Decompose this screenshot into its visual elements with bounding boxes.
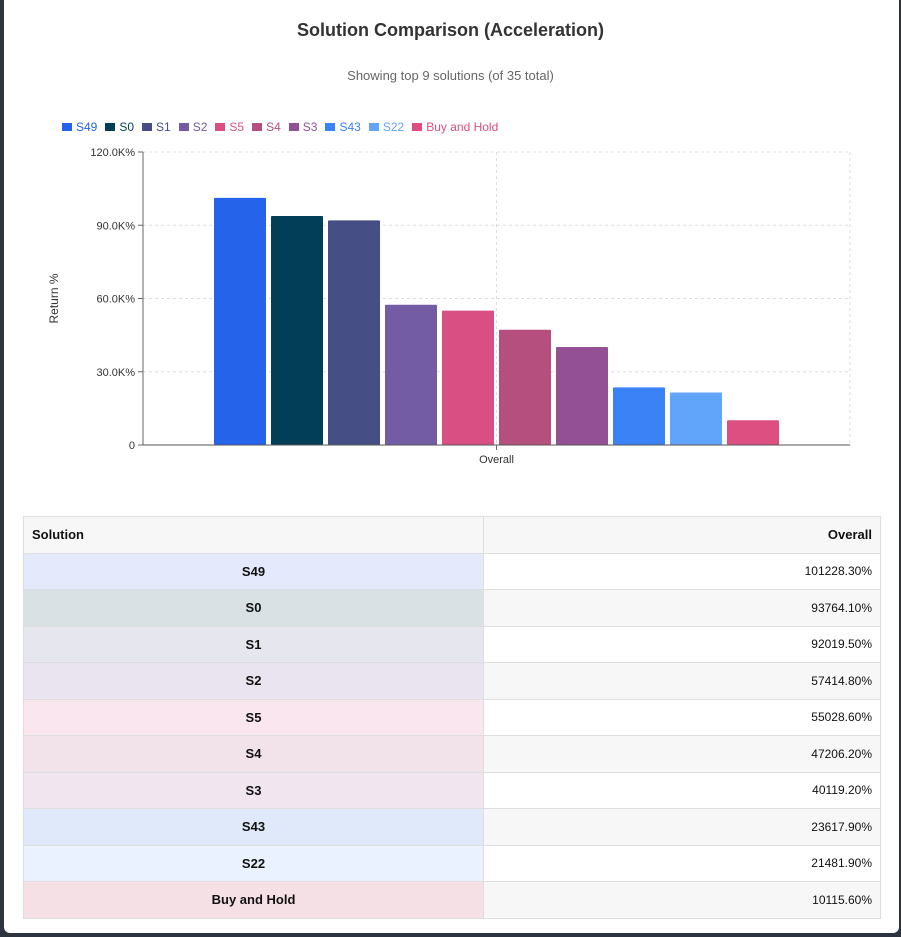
x-tick-label: Overall [479, 454, 514, 466]
bar-s5 [442, 310, 494, 445]
cell-solution: S4 [23, 735, 484, 773]
legend-swatch [252, 123, 263, 131]
cell-solution: Buy and Hold [23, 881, 484, 919]
legend-label: S5 [229, 120, 245, 134]
legend-label: S1 [156, 120, 171, 134]
chart-legend: S49 S0 S1 S2 S5 S4 S3 S43 S22 Buy and Hold [62, 119, 506, 135]
y-tick-label: 120.0K% [90, 147, 135, 159]
table-row: S4 47206.20% [23, 735, 881, 773]
legend-item[interactable]: S43 [325, 120, 361, 134]
legend-swatch [215, 123, 226, 131]
legend-label: S49 [76, 120, 98, 134]
bar-s49 [214, 197, 266, 445]
legend-item[interactable]: S2 [178, 120, 208, 134]
legend-item[interactable]: S49 [62, 120, 97, 134]
cell-solution: S49 [23, 552, 484, 590]
legend-item[interactable]: S1 [142, 120, 171, 134]
cell-solution: S1 [23, 625, 484, 663]
legend-label: Buy and Hold [426, 120, 499, 134]
cell-overall: 101228.30% [483, 552, 881, 590]
legend-label: S0 [119, 120, 135, 134]
table-header-row: Solution Overall [23, 516, 881, 554]
bar-s0 [271, 216, 323, 445]
legend-label: S4 [266, 120, 281, 134]
legend-swatch [178, 123, 189, 131]
bar-s22 [670, 392, 722, 445]
y-tick-label: 60.0K% [96, 294, 135, 306]
table-row: S49 101228.30% [23, 552, 881, 590]
cell-overall: 40119.20% [483, 771, 881, 809]
legend-swatch [105, 123, 116, 131]
cell-overall: 23617.90% [483, 808, 881, 846]
bar-chart: 0 30.0K% 60.0K% 90.0K% 120.0K% Overall Return … [47, 147, 851, 466]
y-tick-label: 90.0K% [96, 220, 135, 232]
bar-s1 [328, 220, 380, 445]
cell-overall: 57414.80% [483, 662, 881, 700]
legend-item[interactable]: S5 [215, 120, 244, 134]
cell-solution: S0 [23, 589, 484, 627]
cell-overall: 10115.60% [483, 881, 881, 919]
legend-swatch [288, 123, 299, 131]
results-table: Solution Overall S49 101228.30% S0 93764.10… [23, 516, 881, 919]
table-row: S3 40119.20% [23, 771, 881, 809]
cell-overall: 55028.60% [483, 698, 881, 736]
table-row: S22 21481.90% [23, 844, 881, 882]
bar-s43 [613, 387, 665, 445]
legend-item[interactable]: Buy and Hold [412, 120, 498, 134]
cell-solution: S5 [23, 698, 484, 736]
legend-label: S22 [382, 120, 405, 134]
table-row: S5 55028.60% [23, 698, 881, 736]
cell-overall: 47206.20% [483, 735, 881, 773]
cell-solution: S43 [23, 808, 484, 846]
legend-swatch [62, 123, 72, 131]
legend-label: S2 [192, 120, 208, 134]
cell-solution: S22 [23, 844, 484, 882]
bar-s2 [385, 304, 437, 445]
bar-s3 [556, 347, 608, 445]
y-axis-title: Return % [47, 273, 61, 323]
y-tick-label: 0 [129, 440, 135, 452]
cell-solution: S3 [23, 771, 484, 809]
cell-overall: 92019.50% [483, 625, 881, 663]
table-row: S43 23617.90% [23, 808, 881, 846]
legend-swatch [325, 123, 336, 131]
cell-solution: S2 [23, 662, 484, 700]
column-header-solution[interactable]: Solution [23, 516, 484, 554]
legend-swatch [142, 123, 153, 131]
bar-buy-and-hold [727, 420, 779, 445]
table-row: Buy and Hold 10115.60% [23, 881, 881, 919]
chart-subtitle: Showing top 9 solutions (of 35 total) [347, 68, 554, 83]
legend-swatch [368, 123, 379, 131]
table-row: S2 57414.80% [23, 662, 881, 700]
legend-label: S43 [339, 120, 361, 134]
column-header-overall[interactable]: Overall [483, 516, 881, 554]
chart-title: Solution Comparison (Acceleration) [296, 20, 605, 40]
legend-item[interactable]: S4 [252, 120, 281, 134]
table-body: S49 101228.30% S0 93764.10% S1 92019.50% S2 574… [23, 552, 881, 919]
cell-overall: 93764.10% [483, 589, 881, 627]
legend-label: S3 [302, 120, 318, 134]
legend-item[interactable]: S0 [105, 120, 134, 134]
y-tick-label: 30.0K% [96, 367, 135, 379]
cell-overall: 21481.90% [483, 844, 881, 882]
table-row: S1 92019.50% [23, 625, 881, 663]
legend-item[interactable]: S3 [288, 120, 318, 134]
legend-item[interactable]: S22 [368, 120, 405, 134]
bar-s4 [499, 329, 551, 445]
legend-swatch [412, 123, 423, 131]
table-row: S0 93764.10% [23, 589, 881, 627]
